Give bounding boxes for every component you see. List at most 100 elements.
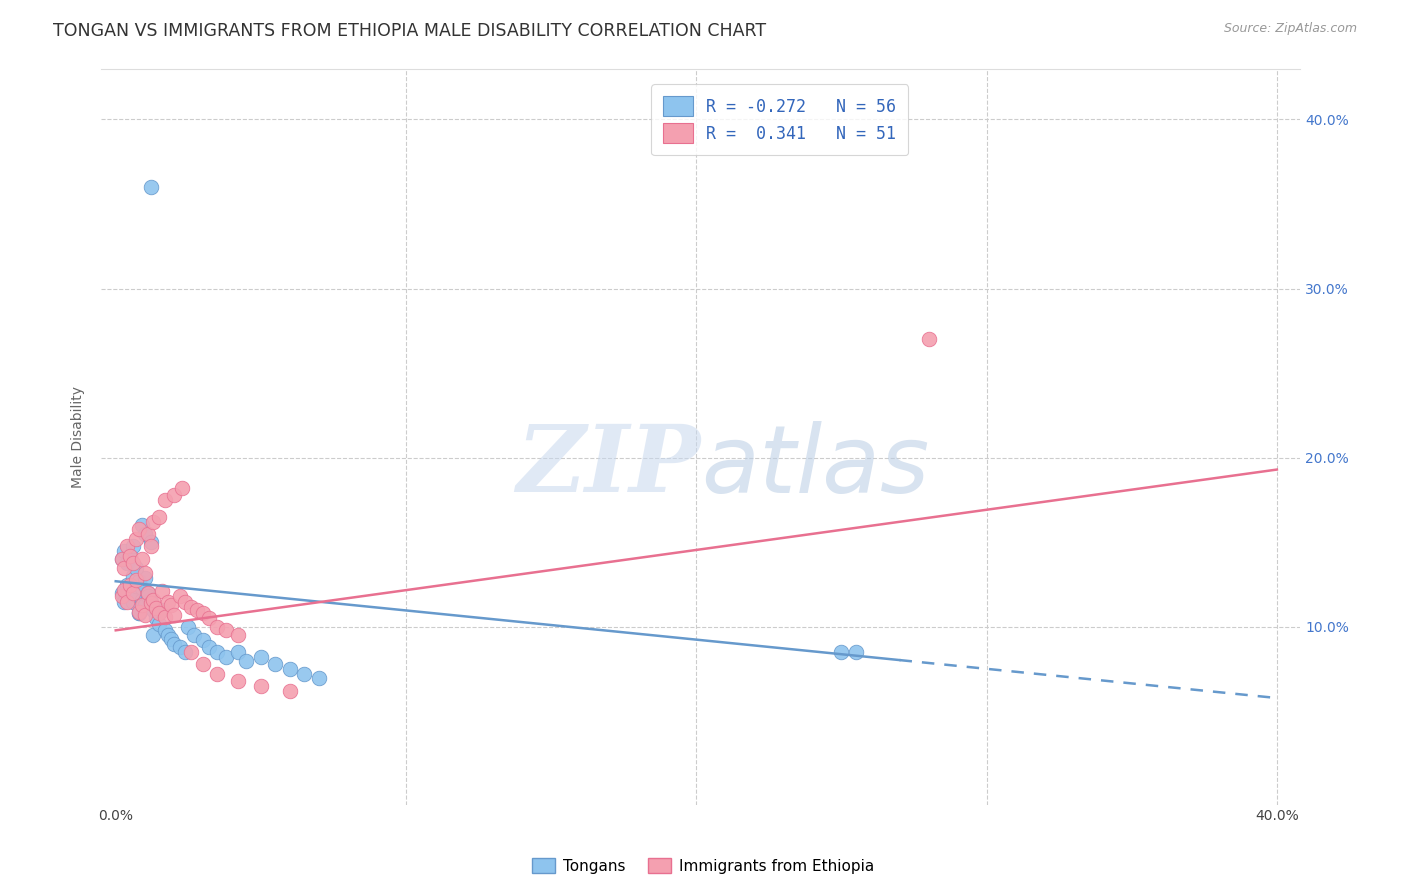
Point [191, 657, 214, 672]
Point [278, 684, 301, 698]
Point [128, 607, 150, 621]
Point [131, 598, 153, 612]
Point [156, 594, 179, 608]
Legend: R = -0.272   N = 56, R =  0.341   N = 51: R = -0.272 N = 56, R = 0.341 N = 51 [651, 84, 908, 155]
Point [110, 552, 132, 566]
Point [120, 577, 142, 591]
Text: TONGAN VS IMMIGRANTS FROM ETHIOPIA MALE DISABILITY CORRELATION CHART: TONGAN VS IMMIGRANTS FROM ETHIOPIA MALE … [53, 22, 766, 40]
Point [110, 586, 132, 600]
Point [294, 667, 316, 681]
Point [226, 674, 249, 689]
Point [114, 560, 136, 574]
Point [917, 332, 939, 346]
Point [142, 603, 165, 617]
Text: Source: ZipAtlas.com: Source: ZipAtlas.com [1223, 22, 1357, 36]
Point [830, 645, 852, 659]
Point [125, 532, 148, 546]
Point [177, 620, 200, 634]
Point [191, 607, 214, 621]
Point [117, 577, 139, 591]
Point [163, 488, 186, 502]
Point [250, 679, 273, 693]
Point [110, 590, 132, 604]
Point [122, 556, 145, 570]
Point [139, 596, 162, 610]
Point [136, 586, 159, 600]
Point [169, 590, 191, 604]
Point [174, 645, 197, 659]
Y-axis label: Male Disability: Male Disability [72, 385, 86, 488]
Point [122, 586, 145, 600]
Point [117, 556, 139, 570]
Point [148, 607, 170, 621]
Point [191, 633, 214, 648]
Point [150, 584, 173, 599]
Point [131, 581, 153, 595]
Point [148, 510, 170, 524]
Point [114, 582, 136, 597]
Point [148, 616, 170, 631]
Point [197, 640, 219, 655]
Point [160, 632, 183, 646]
Point [264, 657, 287, 672]
Point [131, 592, 153, 607]
Point [136, 586, 159, 600]
Point [139, 594, 162, 608]
Point [128, 574, 150, 589]
Point [131, 552, 153, 566]
Point [122, 594, 145, 608]
Point [134, 571, 156, 585]
Point [122, 539, 145, 553]
Point [142, 592, 165, 607]
Point [125, 579, 148, 593]
Point [153, 624, 176, 638]
Point [180, 645, 202, 659]
Point [160, 598, 183, 612]
Point [139, 599, 162, 614]
Point [136, 527, 159, 541]
Point [207, 667, 229, 681]
Point [215, 624, 238, 638]
Point [120, 549, 142, 563]
Point [114, 594, 136, 608]
Point [139, 539, 162, 553]
Point [156, 628, 179, 642]
Point [139, 180, 162, 194]
Point [125, 560, 148, 574]
Point [128, 605, 150, 619]
Point [180, 599, 202, 614]
Point [131, 518, 153, 533]
Point [128, 522, 150, 536]
Point [145, 611, 167, 625]
Point [153, 609, 176, 624]
Point [183, 628, 205, 642]
Point [134, 598, 156, 612]
Point [120, 549, 142, 563]
Point [134, 527, 156, 541]
Point [110, 552, 132, 566]
Point [278, 662, 301, 676]
Point [174, 594, 197, 608]
Point [153, 493, 176, 508]
Point [172, 481, 194, 495]
Point [120, 582, 142, 597]
Point [207, 620, 229, 634]
Point [125, 588, 148, 602]
Point [128, 607, 150, 621]
Point [150, 603, 173, 617]
Point [215, 650, 238, 665]
Point [125, 573, 148, 587]
Text: ZIP: ZIP [516, 421, 700, 511]
Point [142, 515, 165, 529]
Point [308, 671, 330, 685]
Point [845, 645, 868, 659]
Point [134, 566, 156, 580]
Point [163, 637, 186, 651]
Point [120, 590, 142, 604]
Point [207, 645, 229, 659]
Point [139, 535, 162, 549]
Point [117, 594, 139, 608]
Text: atlas: atlas [700, 420, 929, 511]
Point [122, 569, 145, 583]
Point [226, 645, 249, 659]
